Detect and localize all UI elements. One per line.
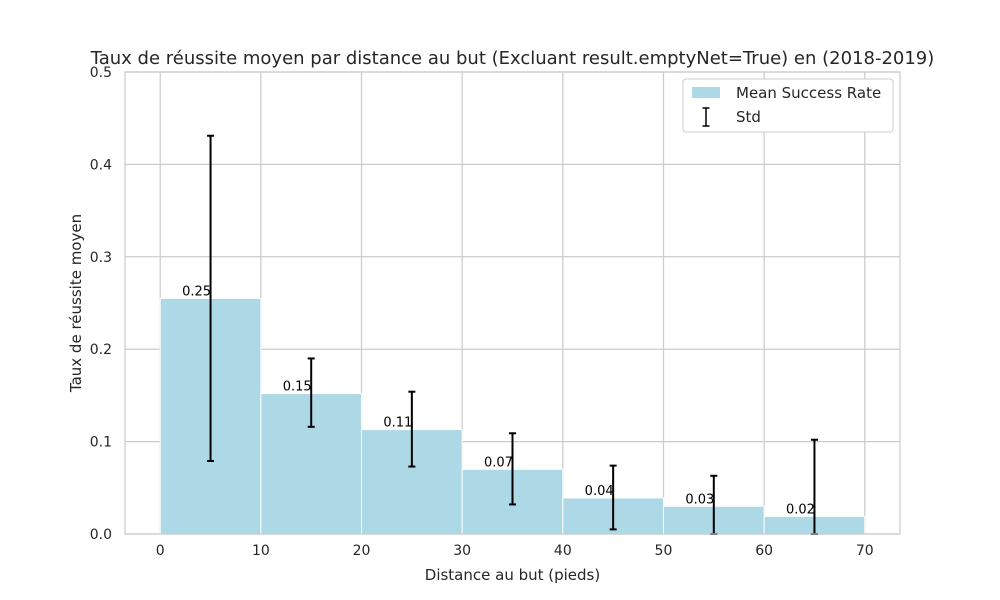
bar-value-label: 0.11 xyxy=(383,416,412,431)
x-tick-label: 70 xyxy=(856,543,874,559)
y-tick-label: 0.3 xyxy=(90,250,112,266)
bar-value-label: 0.25 xyxy=(182,284,211,299)
error-bars xyxy=(207,134,818,535)
y-tick-label: 0.5 xyxy=(90,65,112,81)
y-tick-label: 0.4 xyxy=(90,157,112,173)
legend-swatch-mean-success-rate xyxy=(692,87,720,98)
bar-labels: 0.25 0.15 0.11 0.07 0.04 0.03 0.02 xyxy=(182,284,815,517)
x-tick-label: 50 xyxy=(655,543,673,559)
legend-label-mean-success-rate: Mean Success Rate xyxy=(736,84,881,102)
bar-value-label: 0.15 xyxy=(283,380,312,395)
bar-value-label: 0.03 xyxy=(685,492,714,507)
y-ticks: 0.0 0.1 0.2 0.3 0.4 0.5 xyxy=(90,65,112,543)
x-tick-label: 20 xyxy=(353,543,371,559)
bar-value-label: 0.07 xyxy=(484,455,513,470)
x-axis-label: Distance au but (pieds) xyxy=(425,566,600,584)
legend: Mean Success Rate Std xyxy=(682,78,894,133)
legend-box xyxy=(682,78,894,133)
chart-title: Taux de réussite moyen par distance au b… xyxy=(90,48,935,69)
y-tick-label: 0.1 xyxy=(90,435,112,451)
y-tick-label: 0.2 xyxy=(90,342,112,358)
x-tick-label: 0 xyxy=(156,543,165,559)
bar-value-label: 0.02 xyxy=(786,502,815,517)
plot-frame xyxy=(124,71,901,535)
x-tick-label: 10 xyxy=(252,543,270,559)
legend-swatch-std xyxy=(702,107,710,127)
x-tick-label: 30 xyxy=(453,543,471,559)
y-axis-label: Taux de réussite moyen xyxy=(67,214,85,393)
x-tick-label: 60 xyxy=(755,543,773,559)
legend-label-std: Std xyxy=(736,108,761,126)
bar-value-label: 0.04 xyxy=(585,484,614,499)
x-tick-label: 40 xyxy=(554,543,572,559)
y-tick-label: 0.0 xyxy=(90,527,112,543)
x-ticks: 0 10 20 30 40 50 60 70 xyxy=(156,543,874,559)
